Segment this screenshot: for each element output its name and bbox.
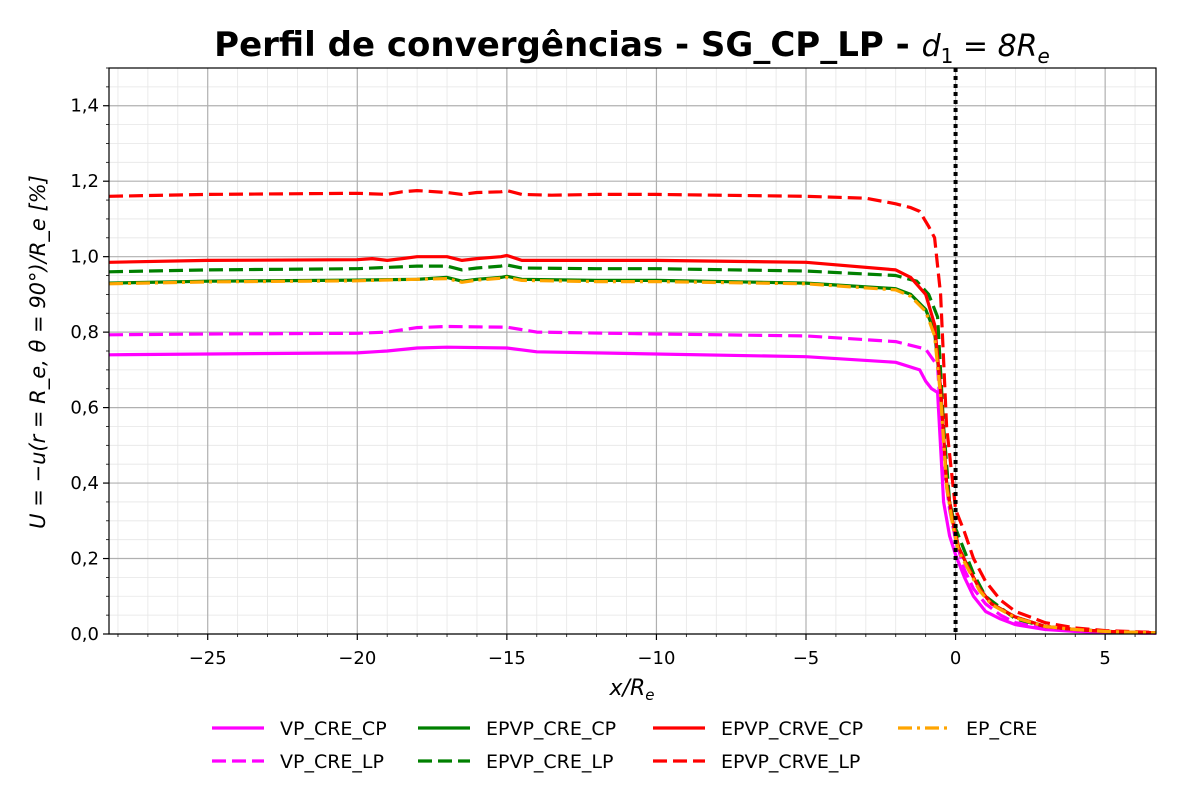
legend-label-ep-cre: EP_CRE	[966, 718, 1037, 740]
y-tick-label: 0,6	[70, 398, 99, 419]
y-tick-label: 0,4	[70, 473, 99, 494]
x-tick-label: 0	[950, 648, 961, 669]
series-lines	[108, 189, 1157, 635]
legend-label-vp-cre-lp: VP_CRE_LP	[280, 751, 384, 773]
series-line-ep-cre	[108, 275, 1157, 635]
y-tick-label: 1,4	[70, 96, 99, 117]
y-axis-label: U = −u(r = R_e, θ = 90°)/R_e [%]	[26, 175, 51, 529]
series-line-epvp-crve-lp	[108, 189, 1157, 635]
chart-title: Perfil de convergências - SG_CP_LP - d1 …	[214, 25, 1050, 68]
x-tick-label: −5	[793, 648, 820, 669]
x-tick-label: −15	[488, 648, 526, 669]
x-tick-label: 5	[1099, 648, 1110, 669]
series-line-vp-cre-lp	[108, 324, 1157, 635]
legend-label-epvp-cre-lp: EPVP_CRE_LP	[486, 751, 613, 773]
legend: VP_CRE_CP EPVP_CRE_CP EPVP_CRVE_CP EP_CRE VP…	[212, 718, 1037, 773]
y-axis-ticks: 0,0 0,2 0,4 0,6 0,8 1,0 1,2 1,4	[70, 67, 109, 645]
y-tick-label: 1,2	[70, 171, 99, 192]
legend-label-epvp-crve-lp: EPVP_CRVE_LP	[721, 751, 860, 773]
y-tick-label: 0,0	[70, 624, 99, 645]
series-line-epvp-cre-cp	[108, 274, 1157, 635]
x-tick-label: −20	[338, 648, 376, 669]
x-axis-ticks: −25 −20 −15 −10 −5 0 5	[117, 634, 1136, 669]
legend-label-epvp-crve-cp: EPVP_CRVE_CP	[721, 718, 863, 740]
y-tick-label: 0,2	[70, 549, 99, 570]
legend-label-epvp-cre-cp: EPVP_CRE_CP	[486, 718, 616, 740]
x-tick-label: −10	[637, 648, 675, 669]
y-tick-label: 0,8	[70, 322, 99, 343]
legend-label-vp-cre-cp: VP_CRE_CP	[280, 718, 387, 740]
minor-grid	[109, 67, 1156, 634]
x-tick-label: −25	[189, 648, 227, 669]
major-grid	[109, 68, 1156, 635]
y-tick-label: 1,0	[70, 247, 99, 268]
x-axis-label: x/Re	[609, 676, 655, 704]
series-line-vp-cre-cp	[108, 345, 1157, 635]
series-line-epvp-crve-cp	[108, 253, 1157, 635]
